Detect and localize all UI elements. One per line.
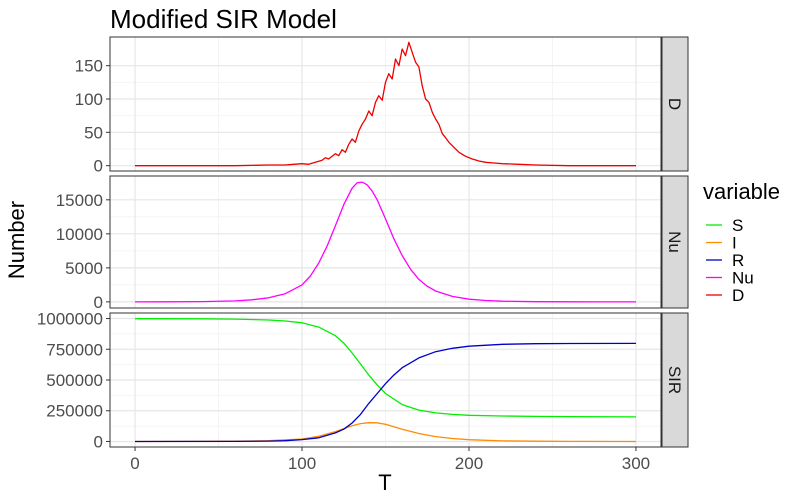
strip-label: D <box>665 98 684 110</box>
series-line-i <box>134 422 637 443</box>
y-tick-label: 150 <box>75 57 103 76</box>
strip-background <box>661 175 689 309</box>
series-line-nu <box>134 181 636 303</box>
y-tick-label: 750000 <box>46 340 103 359</box>
chart-title: Modified SIR Model <box>110 4 337 34</box>
x-tick-label: 100 <box>288 454 316 473</box>
legend-item-i: I <box>706 234 737 253</box>
strip-background <box>661 312 689 448</box>
panels: 0 50 100 150 D 0 5000 10000 15000 Nu 0 250000 500000… <box>37 36 689 473</box>
legend-item-s: S <box>706 216 743 235</box>
legend-item-d: D <box>706 286 744 305</box>
y-tick-label: 100 <box>75 90 103 109</box>
series-line-d <box>135 41 636 167</box>
y-tick-label: 50 <box>84 123 103 142</box>
y-tick-label: 0 <box>94 157 103 176</box>
x-axis-title: T <box>378 470 391 495</box>
x-tick-label: 200 <box>455 454 483 473</box>
panel-border <box>109 36 662 172</box>
x-tick-label: 0 <box>130 454 139 473</box>
x-tick-label: 300 <box>622 454 650 473</box>
series-line-r <box>134 342 637 443</box>
series-line-s <box>134 318 637 418</box>
y-tick-label: 0 <box>94 293 103 312</box>
legend-label: R <box>732 251 744 270</box>
legend-label: Nu <box>732 269 754 288</box>
panel-border <box>109 175 662 309</box>
legend-label: D <box>732 286 744 305</box>
panel-nu: 0 5000 10000 15000 Nu <box>56 175 689 312</box>
y-axis-title: Number <box>4 201 29 279</box>
legend-title: variable <box>703 179 780 204</box>
legend-label: I <box>732 234 737 253</box>
strip-background <box>661 36 689 172</box>
y-tick-label: 15000 <box>56 191 103 210</box>
y-tick-label: 0 <box>94 432 103 451</box>
strip-label: Nu <box>665 231 684 253</box>
legend-label: S <box>732 216 743 235</box>
y-tick-label: 5000 <box>65 259 103 278</box>
legend-item-nu: Nu <box>706 269 754 288</box>
panel-sir: 0 250000 500000 750000 1000000 SIR 0 100 200 300 <box>37 310 689 473</box>
strip-label: SIR <box>665 366 684 394</box>
legend-item-r: R <box>706 251 744 270</box>
panel-d: 0 50 100 150 D <box>75 36 689 176</box>
y-tick-label: 10000 <box>56 225 103 244</box>
y-tick-label: 250000 <box>46 402 103 421</box>
y-tick-label: 1000000 <box>37 310 103 329</box>
y-tick-label: 500000 <box>46 371 103 390</box>
